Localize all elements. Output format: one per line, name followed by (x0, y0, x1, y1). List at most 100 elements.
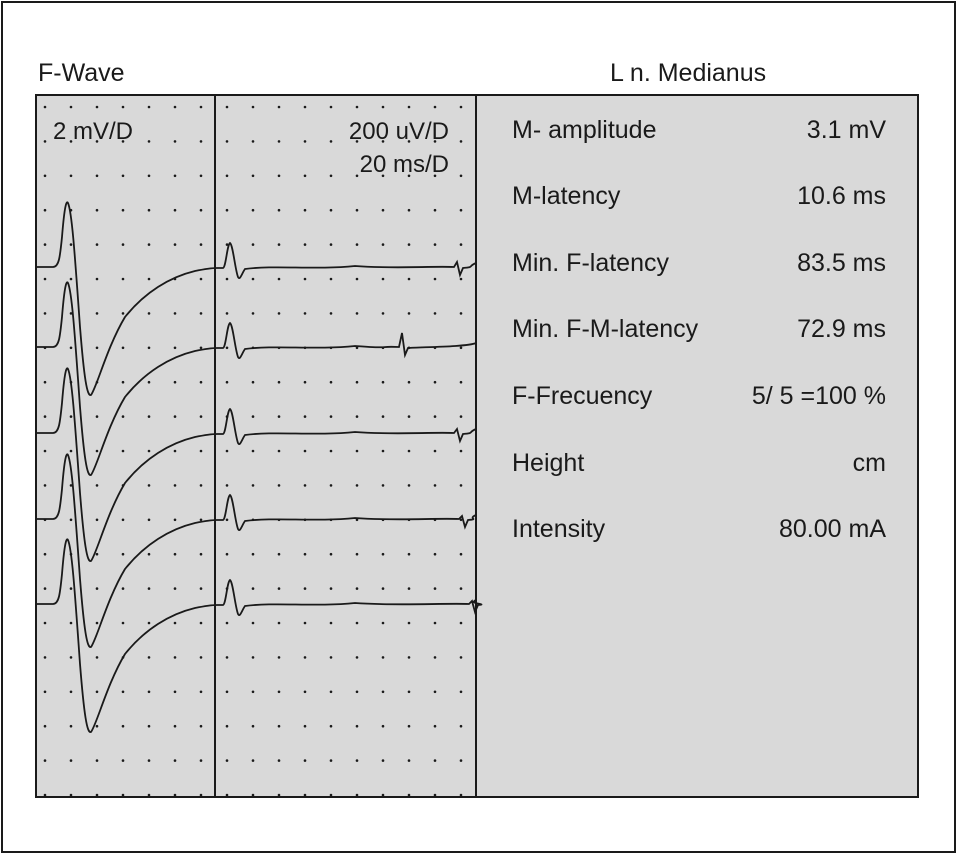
grid-dot (407, 140, 411, 143)
grid-dot (303, 174, 307, 178)
grid-dot (95, 140, 99, 143)
grid-dot (69, 243, 73, 246)
grid-dot (433, 724, 437, 728)
grid-dot (147, 724, 151, 728)
grid-dot (225, 243, 229, 246)
grid-dot (407, 690, 411, 694)
grid-dot (355, 312, 359, 315)
f-wave-trace (35, 281, 477, 476)
grid-dot (121, 312, 125, 315)
grid-dot (69, 759, 73, 762)
grid-dot (199, 621, 203, 625)
grid-dot (433, 415, 437, 418)
grid-dot (381, 656, 385, 659)
grid-dot (459, 208, 463, 212)
result-row-f-frequency: F-Frecuency 5/ 5 =100 % (512, 381, 886, 411)
grid-dot (407, 759, 411, 762)
grid-dot (95, 415, 99, 418)
grid-dot (251, 380, 255, 384)
grid-dot (459, 415, 463, 418)
grid-dot (69, 621, 73, 625)
grid-dot (433, 656, 437, 659)
grid-dot (251, 724, 255, 728)
grid-dot (303, 312, 307, 315)
grid-dot (433, 552, 437, 556)
grid-dot (277, 552, 281, 556)
grid-dot (303, 208, 307, 212)
grid-dot (251, 277, 255, 281)
grid-dot (43, 277, 47, 281)
grid-dot (251, 587, 255, 590)
grid-dot (43, 793, 47, 797)
grid-dot (43, 415, 47, 418)
grid-dot (329, 140, 333, 143)
grid-dot (225, 105, 229, 109)
f-wave-trace (35, 201, 477, 396)
grid-dot (121, 208, 125, 212)
grid-dot (251, 449, 255, 453)
grid-dot (381, 277, 385, 281)
grid-dot (225, 759, 229, 762)
result-row-min-f-m-latency: Min. F-M-latency 72.9 ms (512, 314, 886, 344)
grid-dot (459, 243, 463, 246)
grid-dot (407, 449, 411, 453)
grid-dot (225, 621, 229, 625)
grid-dot (121, 140, 125, 143)
grid-dot (147, 484, 151, 487)
test-title: F-Wave (38, 59, 125, 87)
grid-dot (43, 449, 47, 453)
result-row-intensity: Intensity 80.00 mA (512, 514, 886, 544)
grid-dot (329, 793, 333, 797)
grid-dot (459, 380, 463, 384)
grid-dot (95, 449, 99, 453)
grid-dot (459, 552, 463, 556)
grid-dot (381, 759, 385, 762)
grid-dot (459, 621, 463, 625)
grid-dot (43, 140, 47, 143)
grid-dot (277, 380, 281, 384)
grid-dot (277, 415, 281, 418)
right-scale-label: 200 uV/D (349, 118, 449, 145)
grid-dot (121, 415, 125, 418)
grid-dot (355, 277, 359, 281)
grid-dot (43, 312, 47, 315)
grid-dot (43, 690, 47, 694)
grid-dot (303, 415, 307, 418)
grid-dot (95, 484, 99, 487)
grid-dot (355, 621, 359, 625)
grid-dot (329, 312, 333, 315)
grid-dot (173, 759, 177, 762)
grid-dot (69, 690, 73, 694)
result-value: 5/ 5 =100 % (751, 382, 886, 410)
grid-dot (459, 793, 463, 797)
grid-dot (459, 105, 463, 109)
result-row-m-amplitude: M- amplitude 3.1 mV (512, 115, 886, 145)
grid-dot (303, 724, 307, 728)
grid-dot (355, 656, 359, 659)
grid-dot (95, 621, 99, 625)
grid-dot (459, 518, 463, 522)
grid-dot (433, 105, 437, 109)
grid-dot (329, 415, 333, 418)
grid-dot (173, 587, 177, 590)
grid-dot (147, 346, 151, 350)
grid-dot (95, 656, 99, 659)
grid-dot (199, 105, 203, 109)
grid-dot (173, 518, 177, 522)
grid-dot (199, 277, 203, 281)
grid-dot (381, 243, 385, 246)
grid-dot (147, 587, 151, 590)
grid-dot (173, 174, 177, 178)
grid-dot (329, 174, 333, 178)
grid-dot (225, 346, 229, 350)
grid-dot (355, 380, 359, 384)
grid-dot (147, 656, 151, 659)
grid-dot (355, 243, 359, 246)
grid-dot (303, 105, 307, 109)
grid-dot (199, 656, 203, 659)
result-label: Height (512, 449, 585, 477)
grid-dot (95, 587, 99, 590)
grid-dot (277, 174, 281, 178)
grid-dot (251, 415, 255, 418)
grid-dot (277, 277, 281, 281)
